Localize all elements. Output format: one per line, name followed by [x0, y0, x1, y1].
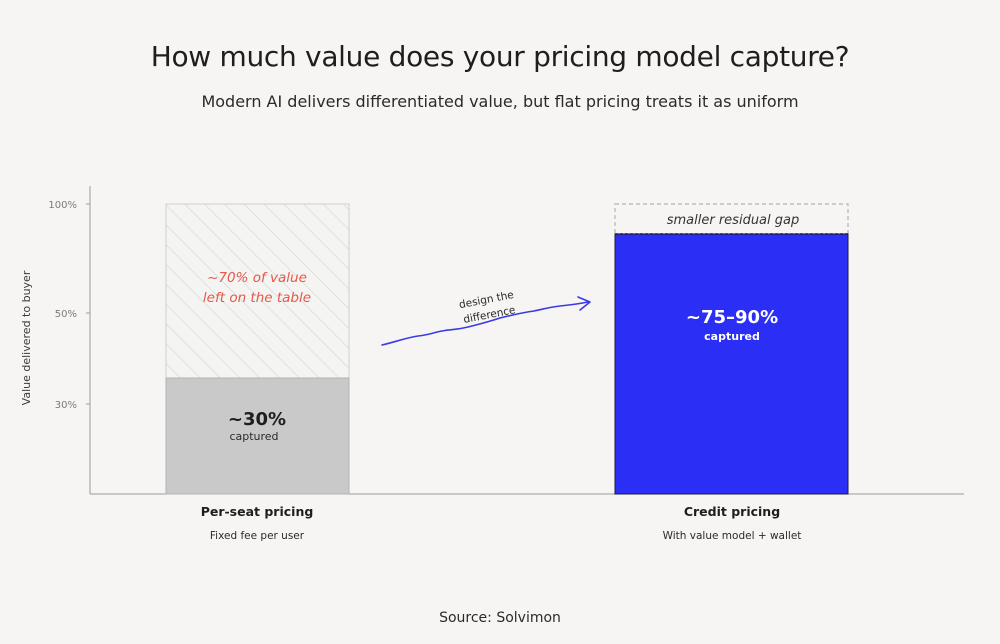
category-subtitle-credit: With value model + wallet: [663, 530, 802, 542]
per-seat-gap-line2: left on the table: [203, 290, 311, 306]
category-subtitle-per-seat: Fixed fee per user: [210, 530, 305, 542]
chart-subtitle: Modern AI delivers differentiated value,…: [201, 92, 799, 111]
source-note: Source: Solvimon: [439, 610, 561, 626]
per-seat-captured-value: ~30%: [228, 409, 286, 430]
y-tick-label-100: 100%: [48, 200, 77, 211]
bar-per-seat-captured: [165, 377, 350, 495]
category-label-per-seat: Per-seat pricing: [201, 504, 314, 519]
design-difference-arrowhead: [577, 296, 591, 311]
y-axis-label: Value delivered to buyer: [20, 270, 33, 405]
chart-title: How much value does your pricing model c…: [150, 40, 850, 73]
bar-credit-captured: [614, 233, 849, 495]
credit-residual-gap-label: smaller residual gap: [667, 213, 800, 228]
credit-captured-caption: captured: [704, 330, 760, 343]
y-tick-label-50: 50%: [55, 309, 77, 320]
per-seat-gap-line1: ~70% of value: [207, 270, 307, 286]
y-tick-label-30: 30%: [55, 400, 77, 411]
design-difference-arrow: [381, 301, 589, 346]
per-seat-captured-caption: captured: [229, 430, 278, 443]
category-label-credit: Credit pricing: [684, 504, 780, 519]
credit-captured-value: ~75–90%: [686, 307, 778, 328]
